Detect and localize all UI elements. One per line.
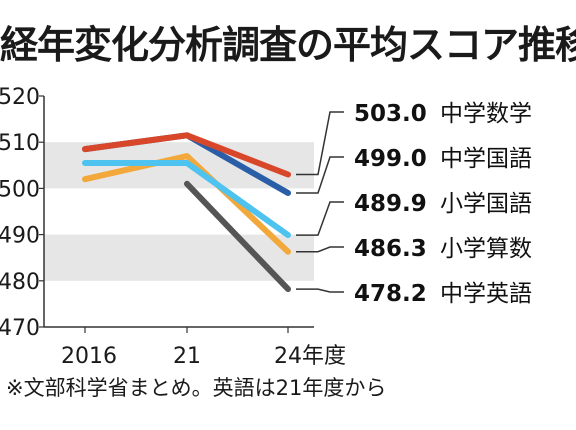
series-name-label: 小学国語 bbox=[440, 191, 532, 217]
leader-line bbox=[296, 288, 344, 293]
end-value-label: 489.9 bbox=[354, 191, 427, 217]
end-value-label: 486.3 bbox=[354, 236, 427, 262]
series-name-label: 中学国語 bbox=[440, 146, 532, 172]
end-value-label: 499.0 bbox=[354, 146, 427, 172]
y-tick-label: 510 bbox=[0, 131, 40, 156]
leader-line bbox=[296, 246, 344, 253]
series-line-小学算数 bbox=[82, 153, 291, 255]
x-tick-label: 24年度 bbox=[274, 344, 346, 369]
x-tick-label: 21 bbox=[173, 344, 201, 369]
leader-line bbox=[296, 156, 344, 194]
series-name-label: 小学算数 bbox=[440, 236, 532, 262]
x-tick-label: 2016 bbox=[61, 344, 117, 369]
series-name-label: 中学英語 bbox=[440, 281, 532, 307]
leader-line bbox=[296, 111, 344, 176]
series-line-中学英語 bbox=[184, 180, 291, 293]
y-tick-label: 520 bbox=[0, 85, 40, 110]
source-note: ※文部科学省まとめ。英語は21年度から bbox=[6, 376, 387, 400]
end-labels: 503.0 中学数学 499.0 中学国語 489.9 小学国語 486.3 小学算数 478.… bbox=[296, 101, 532, 307]
y-tick-label: 500 bbox=[0, 177, 40, 202]
end-value-label: 503.0 bbox=[354, 101, 427, 127]
y-tick-label: 470 bbox=[0, 316, 40, 341]
series-lines bbox=[82, 132, 291, 293]
leader-line bbox=[296, 201, 344, 236]
end-value-label: 478.2 bbox=[354, 281, 427, 307]
chart-title: 経年変化分析調査の平均スコア推移 bbox=[0, 23, 576, 67]
series-name-label: 中学数学 bbox=[440, 101, 532, 127]
axes: 470 480 490 500 510 520 2016 21 24年度 bbox=[0, 85, 346, 369]
y-tick-label: 480 bbox=[0, 270, 40, 295]
series-line-中学数学 bbox=[82, 132, 291, 178]
series-line-小学国語 bbox=[82, 160, 291, 239]
y-tick-label: 490 bbox=[0, 224, 40, 249]
